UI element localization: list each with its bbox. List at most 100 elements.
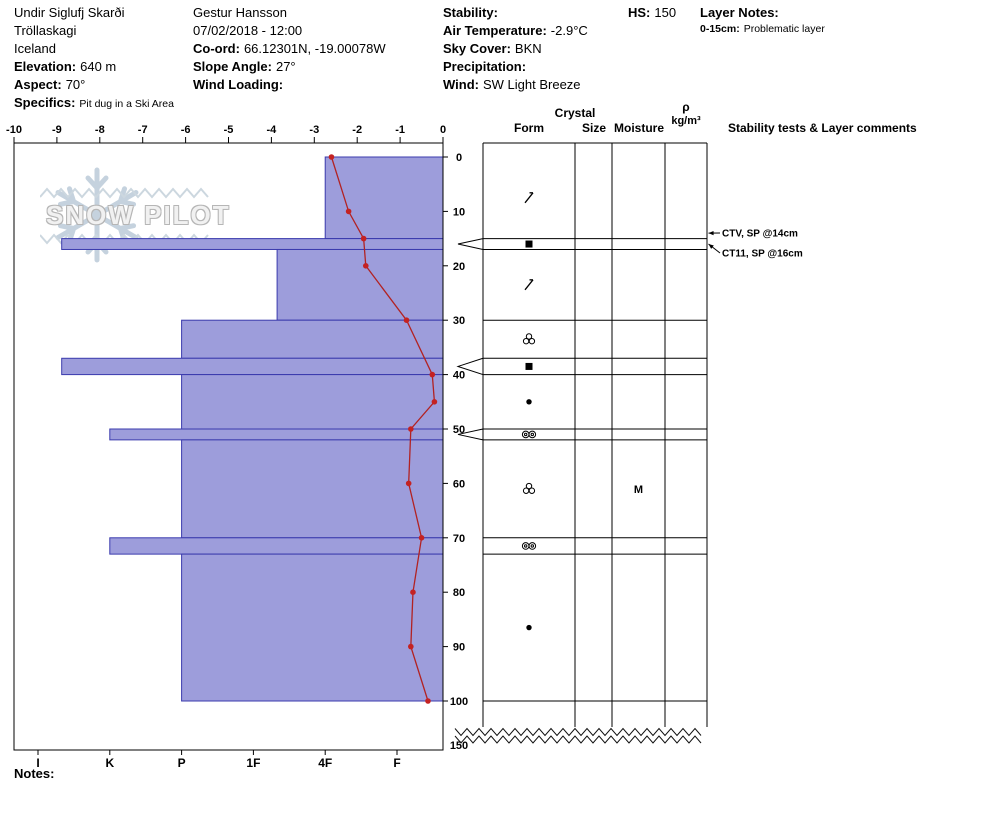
- slope-angle-value: 27°: [275, 59, 296, 74]
- site-region: Tröllaskagi: [14, 23, 77, 38]
- hardness-axis-label: 1F: [246, 756, 260, 770]
- grain-form-polycrystal-icon: [530, 432, 534, 437]
- hs-block: HS: 150: [628, 4, 676, 22]
- aspect-row: Aspect: 70°: [14, 76, 174, 94]
- stability-test-label: CTV, SP @14cm: [722, 229, 798, 240]
- watermark-lace-top: [40, 187, 209, 199]
- temp-axis-label: -1: [395, 124, 405, 136]
- air-temp-label: Air Temperature:: [443, 23, 547, 38]
- stability-tests-header: Stability tests & Layer comments: [728, 121, 917, 135]
- grain-form-melt-cluster-icon: [525, 482, 533, 490]
- depth-axis-label: 90: [453, 642, 465, 654]
- stability-row: Stability:: [443, 4, 588, 22]
- depth-axis-label: 60: [453, 478, 465, 490]
- snow-layer-bar: [109, 428, 444, 441]
- snow-layer-bar: [276, 248, 444, 321]
- air-temp-value: -2.9°C: [550, 23, 588, 38]
- site-info-block: Undir Siglufj Skarði Tröllaskagi Iceland…: [14, 4, 174, 113]
- grain-form-rounds-icon: [526, 624, 532, 631]
- temperature-point: [425, 698, 431, 704]
- grain-form-rounds-icon: [526, 399, 532, 405]
- layer-notes-label: Layer Notes:: [700, 5, 779, 20]
- stability-label: Stability:: [443, 5, 498, 20]
- temp-axis-label: 0: [440, 124, 446, 136]
- thin-layer-wedge: [456, 357, 484, 376]
- wind-loading-label: Wind Loading:: [193, 77, 284, 92]
- air-temp-row: Air Temperature: -2.9°C: [443, 22, 588, 40]
- grain-form-melt-cluster-icon: [528, 487, 536, 494]
- depth-axis-label: 0: [456, 152, 462, 164]
- moisture-header: Moisture: [613, 121, 665, 135]
- snow-layer-bar: [324, 156, 444, 240]
- form-header: Form: [514, 121, 544, 135]
- aspect-value: 70°: [65, 77, 86, 92]
- size-header: Size: [581, 121, 607, 135]
- grain-form-polycrystal-icon: [528, 542, 537, 550]
- depth-axis-label: 100: [450, 696, 468, 708]
- observer-info-block: Gestur Hansson 07/02/2018 - 12:00 Co-ord…: [193, 4, 386, 94]
- layer-notes-block: Layer Notes: 0-15cm: Problematic layer: [700, 4, 825, 36]
- depth-axis-label: 30: [453, 315, 465, 327]
- notes-label: Notes:: [14, 766, 55, 781]
- hs-value: 150: [654, 5, 677, 20]
- stability-arrow-head: [708, 230, 714, 236]
- wind-value: SW Light Breeze: [482, 77, 581, 92]
- crystal-header: Crystal: [554, 106, 596, 120]
- temp-axis-label: -2: [352, 124, 362, 136]
- elevation-value: 640 m: [80, 59, 117, 74]
- temperature-point: [362, 263, 369, 269]
- temp-axis-label: -7: [138, 124, 148, 136]
- elevation-row: Elevation: 640 m: [14, 58, 174, 76]
- thin-layer-wedge: [457, 237, 484, 251]
- temp-axis-label: -6: [181, 124, 191, 136]
- grain-form-crust-icon: [525, 240, 533, 248]
- hardness-axis-label: K: [105, 756, 114, 770]
- layer-note-entry: 0-15cm: Problematic layer: [700, 22, 825, 36]
- temp-axis-label: -3: [309, 124, 319, 136]
- moisture-value: M: [634, 484, 643, 496]
- sky-cover-value: BKN: [514, 41, 542, 56]
- layer-note-range: 0-15cm:: [700, 23, 740, 35]
- temperature-point: [403, 317, 410, 324]
- coord-value: 66.12301N, -19.00078W: [243, 41, 386, 56]
- temp-axis-label: -10: [6, 124, 22, 136]
- substratum-zigzag: [454, 735, 702, 744]
- watermark-text: SNOW PILOT: [46, 200, 231, 230]
- snow-layer-bar: [181, 319, 444, 359]
- grain-form-df-icon: [524, 192, 534, 204]
- precipitation-label: Precipitation:: [443, 59, 527, 74]
- temperature-point: [360, 235, 367, 242]
- observer-name: Gestur Hansson: [193, 5, 287, 20]
- coord-row: Co-ord: 66.12301N, -19.00078W: [193, 40, 386, 58]
- specifics-row: Specifics: Pit dug in a Ski Area: [14, 94, 174, 113]
- hardness-axis-label: P: [178, 756, 186, 770]
- substratum-zigzag: [454, 727, 702, 737]
- depth-axis-label: 50: [453, 424, 465, 436]
- grain-form-melt-cluster-icon: [522, 487, 530, 494]
- site-name: Undir Siglufj Skarði: [14, 5, 125, 20]
- layer-note-text: Problematic layer: [743, 23, 825, 35]
- wind-row: Wind: SW Light Breeze: [443, 76, 588, 94]
- watermark-lace-bottom: [40, 233, 209, 245]
- snow-layer-bar: [61, 357, 444, 376]
- stability-test-label: CT11, SP @16cm: [722, 249, 803, 260]
- hardness-axis-label: 4F: [318, 756, 332, 770]
- grain-form-df-icon: [524, 279, 534, 291]
- specifics-label: Specifics:: [14, 95, 76, 110]
- thin-layer-wedge: [457, 428, 484, 441]
- sky-cover-label: Sky Cover:: [443, 41, 511, 56]
- grain-form-polycrystal-icon: [530, 544, 534, 548]
- depth-axis-label: 80: [453, 587, 465, 599]
- grain-form-polycrystal-icon: [524, 432, 528, 437]
- temperature-point: [418, 535, 425, 541]
- temp-axis-label: -9: [52, 124, 62, 136]
- temperature-point: [408, 643, 414, 650]
- aspect-label: Aspect:: [14, 77, 62, 92]
- density-symbol: ρ: [682, 100, 690, 114]
- grain-form-crust-icon: [525, 362, 533, 370]
- hardness-axis-label: I: [36, 756, 39, 770]
- snow-layer-bar: [61, 238, 444, 250]
- slope-angle-row: Slope Angle: 27°: [193, 58, 386, 76]
